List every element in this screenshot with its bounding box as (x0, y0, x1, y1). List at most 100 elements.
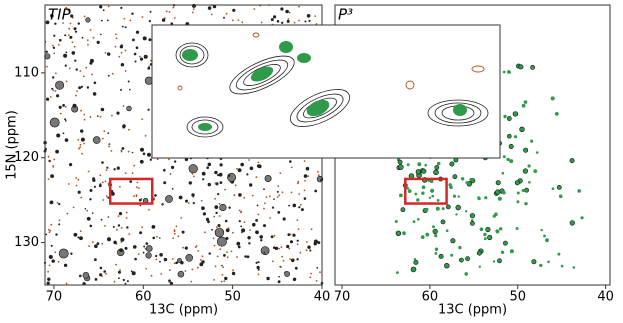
peak (246, 255, 250, 259)
peak (100, 33, 102, 36)
peak (86, 209, 89, 212)
peak (464, 272, 469, 276)
peak (78, 147, 80, 150)
peak (148, 257, 151, 260)
peak (58, 105, 62, 109)
peak (232, 231, 234, 234)
peak (417, 218, 420, 221)
peak (213, 215, 216, 218)
peak (178, 195, 183, 200)
peak (45, 50, 48, 53)
peak (116, 228, 118, 231)
peak (46, 281, 50, 285)
peak (543, 234, 546, 238)
peak (289, 240, 294, 244)
peak (134, 60, 137, 63)
peak (52, 76, 55, 79)
peak (238, 193, 242, 197)
peak (535, 151, 539, 154)
peak (539, 263, 543, 268)
peak (212, 237, 215, 240)
peak (236, 167, 238, 170)
peak (119, 248, 123, 253)
peak (115, 33, 117, 36)
peak (121, 25, 124, 28)
peak (120, 44, 123, 47)
peak (512, 111, 519, 117)
peak (277, 280, 281, 284)
inset-frame (151, 24, 501, 159)
peak (142, 36, 147, 41)
peak (139, 159, 144, 164)
peak (134, 257, 137, 261)
peak (77, 138, 80, 141)
peak (428, 196, 432, 199)
peak (68, 27, 71, 30)
peak (52, 89, 55, 92)
peak (506, 157, 510, 162)
peak (263, 207, 265, 210)
peak (202, 212, 206, 216)
x-tick-label: 70 (46, 290, 63, 305)
peak (226, 251, 228, 254)
peak (303, 160, 306, 163)
peak (194, 246, 197, 249)
peak (293, 21, 296, 24)
peak (177, 270, 185, 278)
peak (305, 241, 308, 243)
peak (67, 9, 70, 12)
peak (224, 219, 228, 223)
peak (89, 61, 93, 65)
peak (291, 258, 295, 263)
peak (73, 45, 76, 48)
peak (102, 199, 105, 201)
peak (97, 115, 99, 117)
peak (420, 235, 425, 240)
peak (149, 10, 152, 13)
peak (106, 166, 109, 169)
peak (207, 6, 212, 10)
peak (453, 157, 459, 163)
peak (77, 236, 80, 239)
peak (225, 12, 228, 15)
peak (272, 260, 274, 263)
peak (211, 228, 214, 231)
peak (145, 242, 149, 245)
peak (449, 185, 453, 189)
peak (221, 273, 224, 276)
peak (135, 46, 139, 49)
peak (139, 204, 142, 207)
peak (522, 168, 529, 174)
peak (92, 177, 96, 181)
peak (432, 228, 438, 234)
peak (163, 257, 168, 262)
peak (449, 161, 455, 167)
peak (217, 174, 220, 177)
peak (79, 236, 83, 241)
peak (298, 193, 301, 195)
peak (503, 114, 507, 119)
y-tick-label: 130 (14, 235, 39, 250)
peak (219, 248, 222, 251)
peak (201, 206, 205, 210)
peak (124, 172, 127, 175)
peak (148, 20, 151, 23)
peak (151, 225, 156, 229)
peak (292, 277, 297, 281)
y-tick-label: 120 (14, 150, 39, 165)
peak (219, 203, 227, 212)
peak (257, 273, 260, 276)
panel-title: TIP (48, 6, 72, 24)
peak (276, 190, 279, 193)
peak (141, 226, 144, 229)
peak (216, 255, 219, 258)
peak (107, 74, 110, 77)
peak (399, 193, 403, 198)
peak (52, 44, 54, 47)
peak (50, 13, 54, 18)
peak (215, 211, 218, 215)
x-tick-label: 50 (224, 290, 241, 305)
peak (255, 261, 258, 264)
peak (286, 19, 290, 23)
peak (124, 49, 127, 52)
